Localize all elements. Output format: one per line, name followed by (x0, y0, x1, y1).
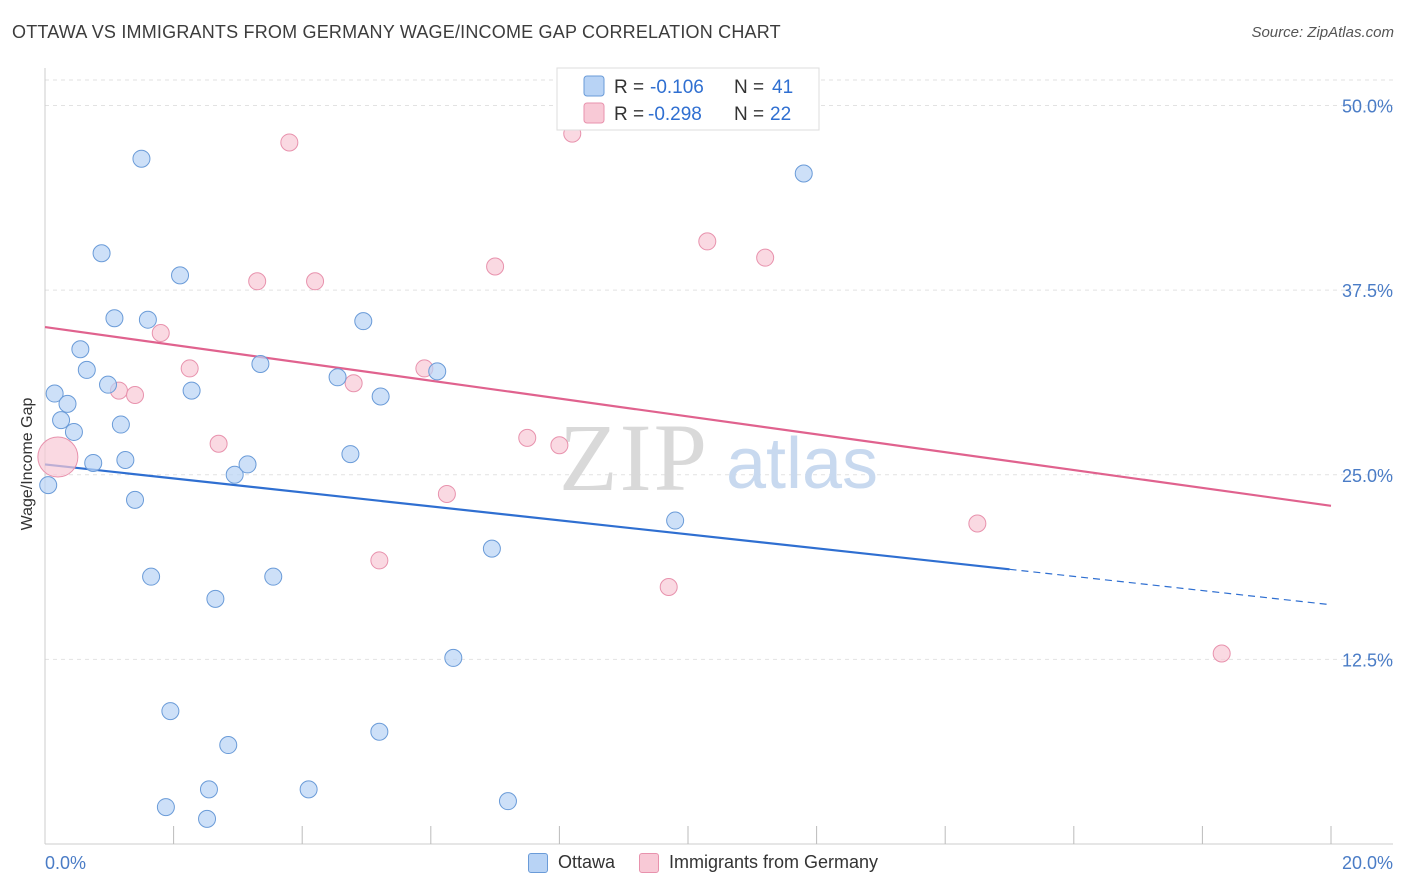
legend-n-label-germany: N = (734, 104, 764, 125)
point-ottawa (199, 780, 218, 799)
point-germany (968, 514, 987, 533)
point-germany (344, 374, 363, 393)
point-ottawa (794, 164, 813, 183)
point-ottawa (328, 368, 347, 387)
point-ottawa (341, 445, 360, 464)
point-ottawa (156, 798, 175, 817)
point-germany (248, 272, 267, 291)
watermark-atlas: atlas (726, 424, 878, 504)
legend-swatch-germany (583, 102, 605, 124)
point-germany (180, 359, 199, 378)
point-germany (370, 551, 389, 570)
point-ottawa (84, 453, 103, 472)
point-ottawa (64, 422, 83, 441)
x-tick-label: 20.0% (1342, 853, 1393, 873)
point-ottawa (126, 490, 145, 509)
legend-r-value-ottawa: -0.106 (650, 77, 704, 98)
point-germany (280, 133, 299, 152)
y-tick-label: 50.0% (1342, 97, 1393, 117)
legend-n-value-ottawa: 41 (772, 77, 793, 98)
legend-n-value-germany: 22 (770, 104, 791, 125)
point-ottawa (498, 792, 517, 811)
point-ottawa (198, 809, 217, 828)
legend-r-label-germany: R = (614, 104, 644, 125)
point-ottawa (219, 736, 238, 755)
point-germany (37, 436, 79, 478)
point-ottawa (251, 355, 270, 373)
legend-label-ottawa: Ottawa (557, 852, 615, 872)
point-germany (151, 323, 170, 342)
point-ottawa (206, 589, 225, 608)
source-label: Source: ZipAtlas.com (1251, 24, 1394, 41)
trend-line-ottawa-extension (1009, 568, 1332, 606)
grid-lines (45, 79, 1393, 660)
legend-item-ottawa[interactable]: Ottawa (527, 852, 615, 873)
point-ottawa (354, 312, 373, 331)
chart-title: OTTAWA VS IMMIGRANTS FROM GERMANY WAGE/I… (12, 22, 781, 42)
point-ottawa (370, 722, 389, 741)
point-ottawa (428, 362, 447, 381)
point-germany (306, 272, 325, 291)
point-ottawa (39, 476, 58, 495)
x-tick-label: 0.0% (45, 853, 86, 873)
legend-item-germany[interactable]: Immigrants from Germany (638, 852, 879, 873)
point-ottawa (238, 455, 257, 474)
point-germany (756, 248, 775, 267)
trend-line-ottawa (44, 463, 1010, 571)
tick-labels: 12.5% 25.0% 37.5% 50.0% 0.0% 20.0% (45, 97, 1393, 873)
legend-label-germany: Immigrants from Germany (668, 852, 879, 872)
point-germany (659, 578, 678, 597)
legend-swatch-ottawa (583, 75, 605, 97)
legend-n-label-ottawa: N = (734, 77, 764, 98)
point-ottawa (71, 340, 90, 359)
point-ottawa (111, 415, 130, 434)
point-ottawa (132, 149, 151, 168)
watermark-zip: ZIP (559, 404, 709, 511)
legend-swatch-ottawa-bottom (527, 852, 548, 873)
y-tick-label: 37.5% (1342, 281, 1393, 301)
point-germany (518, 428, 537, 447)
point-ottawa (225, 465, 244, 484)
point-ottawa (77, 360, 96, 379)
legend-top: R = -0.106 N = 41 R = -0.298 N = 22 (556, 67, 820, 131)
legend-bottom: Ottawa Immigrants from Germany (0, 852, 1406, 873)
point-ottawa (371, 387, 390, 406)
point-ottawa (444, 648, 463, 667)
point-ottawa (482, 539, 501, 558)
point-ottawa (52, 411, 71, 430)
scatter-points (37, 124, 1231, 828)
legend-swatch-germany-bottom (638, 852, 659, 873)
point-ottawa (171, 266, 190, 285)
y-tick-label: 25.0% (1342, 466, 1393, 486)
watermark: ZIP atlas (559, 404, 878, 511)
point-ottawa (99, 375, 118, 394)
point-ottawa (161, 702, 180, 721)
point-ottawa (666, 511, 685, 530)
legend-r-label-ottawa: R = (614, 77, 644, 98)
point-ottawa (116, 451, 135, 469)
point-ottawa (45, 384, 64, 403)
point-ottawa (105, 309, 124, 328)
point-germany (550, 436, 569, 455)
legend-r-value-germany: -0.298 (648, 104, 702, 125)
point-germany (486, 257, 505, 276)
point-ottawa (92, 244, 111, 263)
point-ottawa (299, 780, 318, 799)
point-ottawa (138, 310, 157, 329)
point-ottawa (142, 567, 161, 586)
point-germany (1212, 644, 1231, 663)
point-ottawa (182, 381, 201, 400)
point-germany (437, 484, 456, 503)
point-ottawa (58, 394, 77, 413)
point-germany (126, 386, 145, 405)
point-germany (209, 434, 228, 453)
y-tick-label: 12.5% (1342, 650, 1393, 670)
point-ottawa (264, 567, 283, 586)
point-germany (698, 232, 717, 251)
